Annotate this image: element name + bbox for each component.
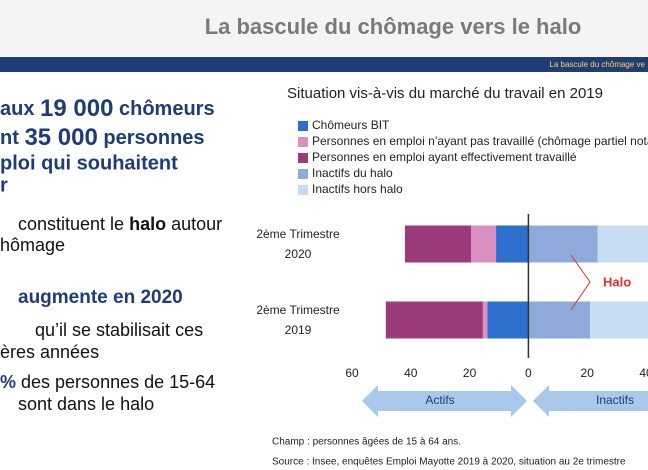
bar xyxy=(528,301,591,339)
x-tick-label: 60 xyxy=(345,366,359,380)
bar xyxy=(482,301,488,339)
bar xyxy=(471,225,497,263)
bar xyxy=(487,301,529,339)
legend-swatch xyxy=(298,185,308,195)
legend-swatch xyxy=(298,169,308,179)
legend-label: Chômeurs BIT xyxy=(312,118,390,132)
legend-swatch xyxy=(298,137,308,147)
legend-label: Personnes en emploi ayant effectivement … xyxy=(312,150,577,164)
bar xyxy=(590,301,648,339)
x-tick-label: 20 xyxy=(581,366,595,380)
halo-bracket xyxy=(570,254,591,311)
actifs-arrow xyxy=(362,385,527,417)
text-line: nt 35 000 personnes xyxy=(0,124,205,151)
x-tick-label: 40 xyxy=(639,366,648,380)
text-line: aux 19 000 chômeurs xyxy=(0,95,215,122)
note: Champ : personnes âgées de 15 à 64 ans. xyxy=(272,437,461,448)
text-line: qu’il se stabilisait ces xyxy=(35,320,203,340)
slide-title: La bascule du chômage vers le halo xyxy=(205,14,582,39)
category-label: 2ème Trimestre 2020 xyxy=(256,227,340,261)
arrow-label: Inactifs xyxy=(596,393,634,407)
chart-title: Situation vis-à-vis du marché du travail… xyxy=(287,85,603,102)
bar xyxy=(528,225,598,263)
legend-label: Inactifs hors halo xyxy=(312,182,403,196)
text-line: augmente en 2020 xyxy=(18,287,183,308)
bar xyxy=(404,225,472,263)
text-line: sont dans le halo xyxy=(18,394,154,414)
category-label: 2ème Trimestre 2019 xyxy=(256,303,340,337)
text-line: hômage xyxy=(0,235,65,255)
legend-label: Inactifs du halo xyxy=(312,166,393,180)
text-line: r xyxy=(0,174,8,196)
bar xyxy=(496,225,529,263)
header-band xyxy=(0,57,648,72)
legend-label: Personnes en emploi n’ayant pas travaill… xyxy=(312,134,648,148)
legend-swatch xyxy=(298,153,308,163)
band-text: La bascule du chômage ve xyxy=(549,60,645,69)
bar xyxy=(385,301,483,339)
arrow-label: Actifs xyxy=(425,393,454,407)
inactifs-arrow xyxy=(533,385,648,417)
text-line: constituent le halo autour xyxy=(18,214,222,234)
halo-label: Halo xyxy=(603,274,631,289)
text-line: ploi qui souhaitent xyxy=(0,152,178,174)
text-line: % des personnes de 15-64 xyxy=(0,372,215,392)
text-line: ères années xyxy=(0,342,99,362)
x-tick-label: 20 xyxy=(463,366,477,380)
header-bg xyxy=(0,0,648,56)
bar xyxy=(597,225,648,263)
x-tick-label: 40 xyxy=(404,366,418,380)
legend-swatch xyxy=(298,121,308,131)
note: Source : Insee, enquêtes Emploi Mayotte … xyxy=(272,457,626,468)
x-tick-label: 0 xyxy=(525,366,532,380)
